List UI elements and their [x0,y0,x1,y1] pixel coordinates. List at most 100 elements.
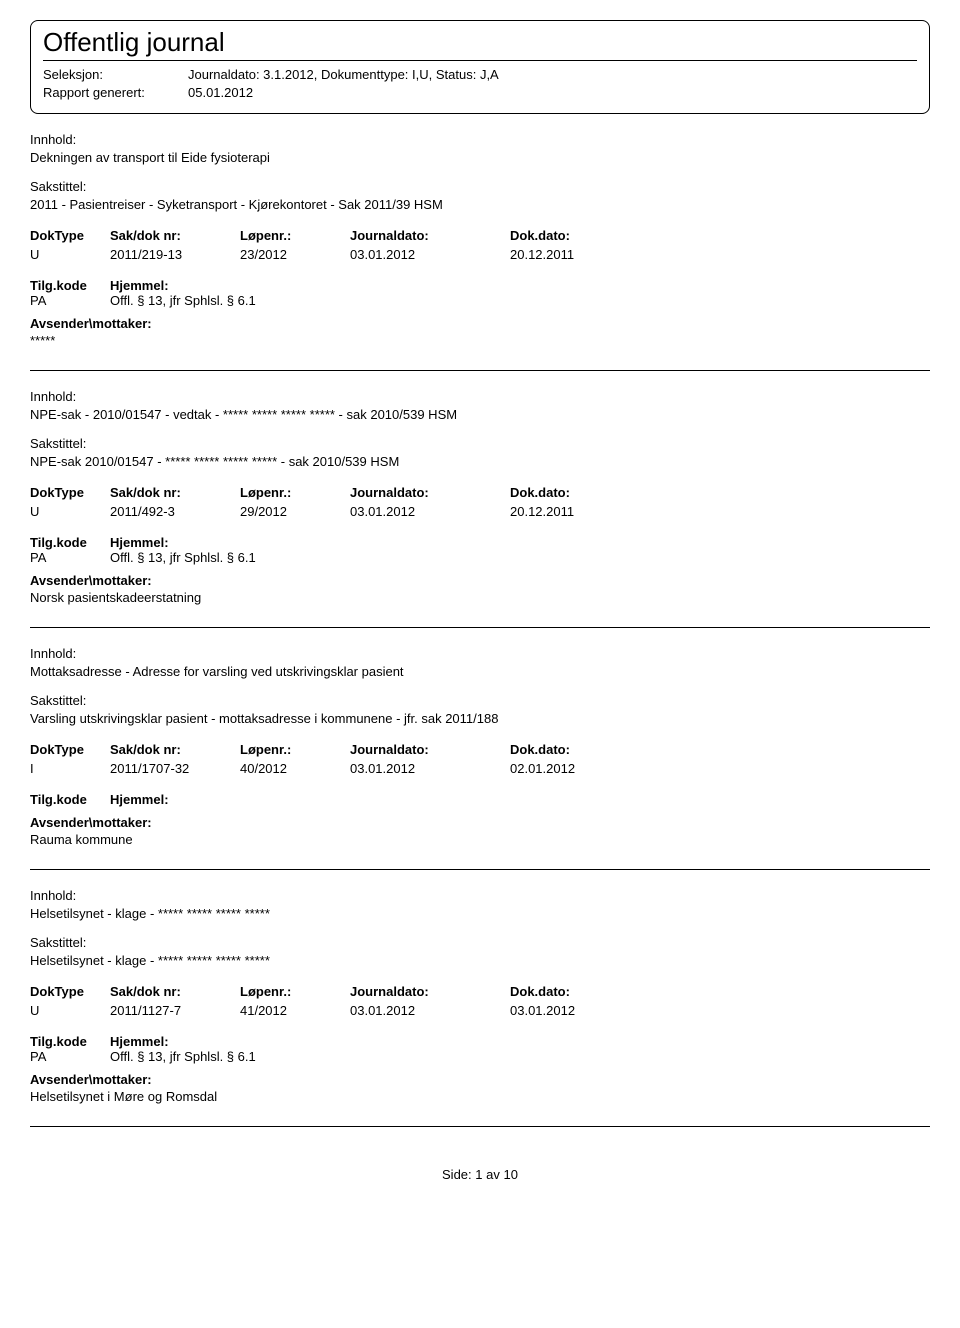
val-journaldato: 03.01.2012 [350,502,510,521]
col-journaldato: Journaldato: [350,483,510,502]
val-dokdato: 20.12.2011 [510,502,670,521]
col-doktype: DokType [30,982,110,1001]
sakstittel-label: Sakstittel: [30,935,930,950]
sakstittel-label: Sakstittel: [30,179,930,194]
innhold-value: NPE-sak - 2010/01547 - vedtak - ***** **… [30,407,930,422]
innhold-label: Innhold: [30,888,930,903]
val-sakdok: 2011/219-13 [110,245,240,264]
val-journaldato: 03.01.2012 [350,1001,510,1020]
innhold-label: Innhold: [30,646,930,661]
val-hjemmel: Offl. § 13, jfr Sphlsl. § 6.1 [110,1049,930,1064]
col-dokdato: Dok.dato: [510,982,670,1001]
col-sakdok: Sak/dok nr: [110,226,240,245]
val-lopenr: 29/2012 [240,502,350,521]
doc-table: DokType Sak/dok nr: Løpenr.: Journaldato… [30,226,930,264]
col-doktype: DokType [30,226,110,245]
journal-entry: Innhold: Mottaksadresse - Adresse for va… [30,646,930,870]
col-sakdok: Sak/dok nr: [110,982,240,1001]
val-lopenr: 23/2012 [240,245,350,264]
val-doktype: U [30,245,110,264]
sakstittel-value: 2011 - Pasientreiser - Syketransport - K… [30,197,930,212]
seleksjon-value: Journaldato: 3.1.2012, Dokumenttype: I,U… [188,67,499,82]
col-sakdok: Sak/dok nr: [110,740,240,759]
journal-entry: Innhold: Dekningen av transport til Eide… [30,132,930,371]
val-journaldato: 03.01.2012 [350,759,510,778]
tilg-row: Tilg.kode Hjemmel: [30,792,930,807]
page-current: 1 [475,1167,482,1182]
avsender-label: Avsender\mottaker: [30,1072,930,1087]
val-sakdok: 2011/1127-7 [110,1001,240,1020]
sakstittel-value: NPE-sak 2010/01547 - ***** ***** ***** *… [30,454,930,469]
doc-table: DokType Sak/dok nr: Løpenr.: Journaldato… [30,740,930,778]
page-title: Offentlig journal [43,27,917,61]
val-doktype: U [30,502,110,521]
col-hjemmel: Hjemmel: [110,535,930,550]
col-lopenr: Løpenr.: [240,226,350,245]
journal-entry: Innhold: NPE-sak - 2010/01547 - vedtak -… [30,389,930,628]
col-tilgkode: Tilg.kode [30,535,110,550]
avsender-value: Norsk pasientskadeerstatning [30,590,930,605]
col-journaldato: Journaldato: [350,226,510,245]
col-sakdok: Sak/dok nr: [110,483,240,502]
rapport-label: Rapport generert: [43,85,188,100]
col-tilgkode: Tilg.kode [30,1034,110,1049]
tilg-row: Tilg.kode Hjemmel: PA Offl. § 13, jfr Sp… [30,1034,930,1064]
val-sakdok: 2011/1707-32 [110,759,240,778]
avsender-label: Avsender\mottaker: [30,573,930,588]
val-doktype: U [30,1001,110,1020]
avsender-value: ***** [30,333,930,348]
val-sakdok: 2011/492-3 [110,502,240,521]
tilg-row: Tilg.kode Hjemmel: PA Offl. § 13, jfr Sp… [30,535,930,565]
val-doktype: I [30,759,110,778]
sakstittel-label: Sakstittel: [30,693,930,708]
val-tilgkode: PA [30,1049,110,1064]
page-sep: av [486,1167,500,1182]
col-journaldato: Journaldato: [350,982,510,1001]
sakstittel-value: Varsling utskrivingsklar pasient - motta… [30,711,930,726]
col-dokdato: Dok.dato: [510,483,670,502]
col-dokdato: Dok.dato: [510,740,670,759]
seleksjon-label: Seleksjon: [43,67,188,82]
side-label: Side: [442,1167,472,1182]
avsender-value: Helsetilsynet i Møre og Romsdal [30,1089,930,1104]
col-hjemmel: Hjemmel: [110,792,930,807]
doc-table: DokType Sak/dok nr: Løpenr.: Journaldato… [30,982,930,1020]
avsender-label: Avsender\mottaker: [30,815,930,830]
rapport-row: Rapport generert: 05.01.2012 [43,85,917,100]
col-journaldato: Journaldato: [350,740,510,759]
col-hjemmel: Hjemmel: [110,1034,930,1049]
val-lopenr: 41/2012 [240,1001,350,1020]
val-hjemmel: Offl. § 13, jfr Sphlsl. § 6.1 [110,293,930,308]
innhold-value: Mottaksadresse - Adresse for varsling ve… [30,664,930,679]
col-hjemmel: Hjemmel: [110,278,930,293]
val-dokdato: 02.01.2012 [510,759,670,778]
col-lopenr: Løpenr.: [240,483,350,502]
col-tilgkode: Tilg.kode [30,278,110,293]
col-doktype: DokType [30,740,110,759]
val-hjemmel: Offl. § 13, jfr Sphlsl. § 6.1 [110,550,930,565]
doc-table: DokType Sak/dok nr: Løpenr.: Journaldato… [30,483,930,521]
innhold-label: Innhold: [30,132,930,147]
tilg-row: Tilg.kode Hjemmel: PA Offl. § 13, jfr Sp… [30,278,930,308]
header-box: Offentlig journal Seleksjon: Journaldato… [30,20,930,114]
val-lopenr: 40/2012 [240,759,350,778]
innhold-label: Innhold: [30,389,930,404]
sakstittel-label: Sakstittel: [30,436,930,451]
page-footer: Side: 1 av 10 [30,1167,930,1182]
val-journaldato: 03.01.2012 [350,245,510,264]
sakstittel-value: Helsetilsynet - klage - ***** ***** ****… [30,953,930,968]
col-lopenr: Løpenr.: [240,740,350,759]
val-tilgkode: PA [30,550,110,565]
innhold-value: Dekningen av transport til Eide fysioter… [30,150,930,165]
seleksjon-row: Seleksjon: Journaldato: 3.1.2012, Dokume… [43,67,917,82]
col-tilgkode: Tilg.kode [30,792,110,807]
innhold-value: Helsetilsynet - klage - ***** ***** ****… [30,906,930,921]
col-dokdato: Dok.dato: [510,226,670,245]
col-doktype: DokType [30,483,110,502]
rapport-value: 05.01.2012 [188,85,253,100]
page-total: 10 [504,1167,518,1182]
col-lopenr: Løpenr.: [240,982,350,1001]
avsender-label: Avsender\mottaker: [30,316,930,331]
val-tilgkode: PA [30,293,110,308]
val-dokdato: 03.01.2012 [510,1001,670,1020]
